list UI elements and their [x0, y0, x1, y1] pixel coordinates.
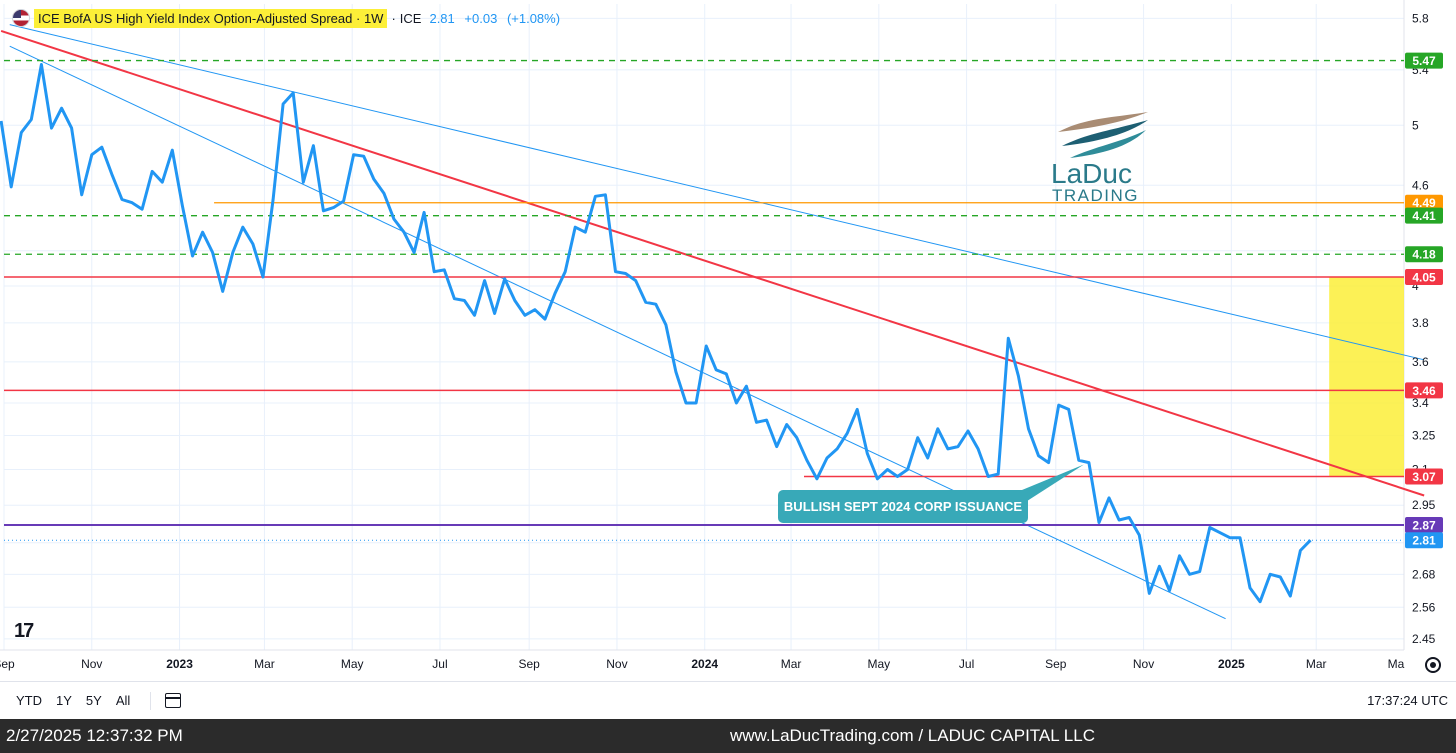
horizontal-levels	[4, 59, 1404, 541]
y-tick-label: 3.4	[1412, 396, 1429, 410]
price-tag-bg	[1405, 207, 1443, 224]
price-tag-bg	[1405, 269, 1443, 285]
x-tick-label: Sep	[1045, 657, 1067, 671]
change-value: +0.03	[464, 10, 498, 26]
x-tick-label: May	[867, 657, 890, 671]
footer-site: www.LaDucTrading.com / LADUC CAPITAL LLC	[730, 726, 1095, 745]
highlight-zone	[1329, 277, 1404, 477]
price-tag-3.46: 3.46	[1412, 384, 1436, 398]
price-line	[0, 63, 1312, 604]
price-tag-4.18: 4.18	[1412, 248, 1436, 262]
range-5y-button[interactable]: 5Y	[85, 693, 102, 708]
price-series	[0, 63, 1312, 604]
footer-bar: 2/27/2025 12:37:32 PM www.LaDucTrading.c…	[0, 719, 1456, 753]
annotation-callout: BULLISH SEPT 2024 CORP ISSUANCE	[778, 464, 1084, 523]
x-tick-label: Jul	[432, 657, 447, 671]
y-tick-label: 3.6	[1412, 355, 1429, 369]
price-tag-bg	[1405, 246, 1443, 263]
x-tick-label: May	[341, 657, 364, 671]
price-tag-bg	[1405, 517, 1443, 533]
price-tag-bg	[1405, 194, 1443, 211]
y-tick-label: 2.56	[1412, 600, 1436, 614]
logo-subtitle: TRADING	[1052, 186, 1139, 205]
chart-grid	[0, 0, 1405, 651]
price-tag-2.81: 2.81	[1412, 534, 1436, 548]
callout-text: BULLISH SEPT 2024 CORP ISSUANCE	[784, 499, 1022, 514]
price-tags: 5.47 4.494.41 4.18 4.05 3.46 3.07 2.872.81	[1405, 52, 1443, 549]
chart-legend[interactable]: ICE BofA US High Yield Index Option-Adju…	[12, 7, 566, 29]
utc-clock[interactable]: 17:37:24 UTC	[1367, 693, 1448, 708]
price-tag-bg	[1405, 382, 1443, 399]
last-value: 2.81	[429, 10, 455, 26]
price-tag-5.47: 5.47	[1412, 54, 1436, 68]
price-tag-4.05: 4.05	[1412, 271, 1436, 285]
price-tag-3.07: 3.07	[1412, 470, 1436, 484]
chart-canvas[interactable]: 5.85.454.64.243.83.63.43.253.12.952.82.6…	[0, 0, 1456, 681]
y-tick-label: 3.8	[1412, 316, 1429, 330]
y-tick-label: 5.8	[1412, 11, 1429, 25]
tradingview-logo-icon[interactable]: 17	[14, 620, 34, 642]
y-tick-label: 4	[1412, 279, 1419, 293]
price-tag-4.49: 4.49	[1412, 196, 1436, 210]
y-tick-label: 3.25	[1412, 428, 1436, 442]
x-tick-label: 2024	[691, 657, 718, 671]
x-tick-label: Mar	[781, 657, 802, 671]
callout-pointer	[1010, 464, 1084, 512]
price-tag-bg	[1405, 532, 1443, 549]
range-ytd-button[interactable]: YTD	[16, 693, 42, 708]
trendline-blue	[9, 24, 1425, 361]
callout-box	[778, 490, 1028, 523]
x-tick-label: Ma	[1388, 657, 1405, 671]
x-tick-label: 2025	[1218, 657, 1245, 671]
highlight-box	[1329, 277, 1404, 477]
symbol-title: ICE BofA US High Yield Index Option-Adju…	[38, 10, 353, 26]
toolbar-divider	[150, 691, 152, 710]
interval-label: 1W	[363, 10, 384, 26]
exchange-label: ICE	[399, 10, 422, 26]
legend-values: 2.81 +0.03 (+1.08%)	[429, 11, 566, 26]
price-tag-bg	[1405, 52, 1443, 69]
y-tick-label: 2.68	[1412, 567, 1436, 581]
settings-icon[interactable]	[1425, 657, 1441, 673]
y-tick-label: 4.6	[1412, 178, 1429, 192]
x-tick-label: Mar	[1306, 657, 1327, 671]
x-tick-label: 2023	[166, 657, 193, 671]
x-tick-label: Nov	[81, 657, 102, 671]
trendlines	[0, 24, 1425, 620]
us-flag-icon	[12, 9, 30, 27]
y-tick-label: 2.95	[1412, 498, 1436, 512]
x-tick-label: Jul	[959, 657, 974, 671]
time-axis: Sep Nov 2023 Mar May Jul Sep Nov 2024 Mar May Jul Se…	[0, 657, 1405, 671]
x-tick-label: Nov	[606, 657, 627, 671]
footer-timestamp: 2/27/2025 12:37:32 PM	[6, 726, 183, 745]
legend-title-highlight: ICE BofA US High Yield Index Option-Adju…	[34, 8, 388, 28]
logo-wordmark: LaDuc	[1051, 158, 1132, 189]
trendline-red	[0, 29, 1425, 497]
range-all-button[interactable]: All	[115, 693, 131, 708]
x-tick-label: Sep	[519, 657, 541, 671]
price-tag-4.41: 4.41	[1412, 209, 1436, 223]
trendline-blue	[9, 45, 1226, 620]
legend-separator: ·	[355, 10, 361, 26]
laduc-logo: LaDuc TRADING	[1051, 112, 1148, 205]
price-tag-bg	[1405, 468, 1443, 485]
legend-separator: ·	[391, 10, 396, 26]
price-axis: 5.85.454.64.243.83.63.43.253.12.952.82.6…	[1412, 11, 1436, 646]
price-tag-2.87: 2.87	[1412, 519, 1436, 533]
x-tick-label: Mar	[254, 657, 275, 671]
x-tick-label: Sep	[0, 657, 15, 671]
y-tick-label: 2.45	[1412, 632, 1436, 646]
calendar-icon[interactable]	[165, 693, 182, 708]
x-tick-label: Nov	[1133, 657, 1154, 671]
bottom-toolbar: YTD 1Y 5Y All 17:37:24 UTC	[0, 681, 1456, 719]
range-1y-button[interactable]: 1Y	[56, 693, 72, 708]
change-percent: (+1.08%)	[506, 10, 561, 26]
y-tick-label: 5	[1412, 118, 1419, 132]
